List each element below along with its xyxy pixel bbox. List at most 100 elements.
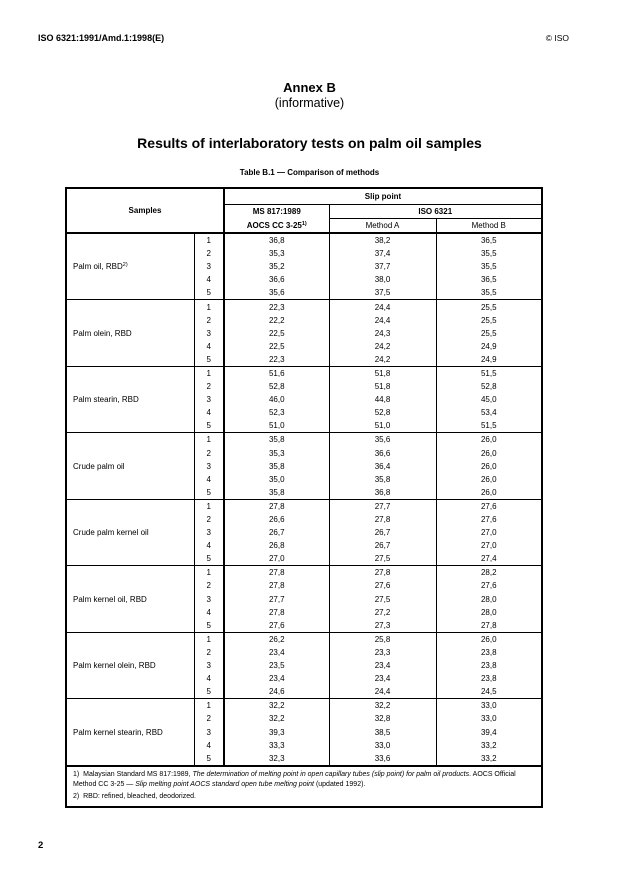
table-row: 3 23,5 23,4 23,8 — [66, 659, 542, 673]
table-row: Crude palm kernel oil 1 27,8 27,7 27,6 — [66, 499, 542, 567]
method-a-value: 33,6 — [329, 751, 437, 767]
method-b-value: 33,0 — [480, 701, 497, 711]
method-a-value: 36,6 — [329, 446, 437, 460]
table-row: 4 36,6 38,0 36,5 — [66, 273, 542, 287]
replicate: 2 — [194, 313, 225, 327]
method-b-value: 27,0 — [480, 528, 497, 538]
ms-value: 22,3 — [224, 299, 330, 314]
replicate: 1 — [194, 233, 225, 248]
replicate: 1 — [194, 698, 225, 713]
replicate: 3 — [194, 326, 225, 340]
method-a-value: 52,8 — [329, 406, 437, 420]
table-row: 3 35,2 37,7 35,5 — [66, 260, 542, 274]
replicate: 5 — [194, 286, 225, 301]
method-a-value: 24,2 — [329, 352, 437, 367]
method-b-value: 39,4 — [480, 727, 497, 737]
method-a-value: 35,8 — [329, 472, 437, 486]
replicate: 2 — [194, 247, 225, 261]
replicate: 4 — [194, 406, 225, 420]
method-b-value: 27,8 — [436, 618, 542, 633]
replicate: 2 — [194, 446, 225, 460]
replicate: 5 — [194, 552, 225, 567]
ms-value: 35,8 — [224, 432, 330, 447]
ms-value: 35,8 — [224, 485, 330, 500]
method-a-value: 27,3 — [329, 618, 437, 633]
method-b-value: 52,8 — [480, 382, 497, 392]
method-a-value: 35,6 — [329, 432, 437, 447]
replicate: 4 — [194, 738, 225, 752]
table-row: 4 27,8 27,2 28,0 — [66, 605, 542, 619]
table-caption: Table B.1 — Comparison of methods — [239, 168, 380, 177]
ms-value: 27,7 — [224, 592, 330, 606]
method-a-value: 23,4 — [329, 659, 437, 673]
table-row: 2 52,8 51,8 52,8 — [66, 380, 542, 394]
method-a-value: 32,8 — [329, 712, 437, 726]
replicate: 4 — [194, 273, 225, 287]
ms-value: 32,3 — [224, 751, 330, 767]
method-a-value: 32,2 — [329, 698, 437, 713]
method-b-value: 36,5 — [480, 236, 497, 246]
ms-value: 36,8 — [224, 233, 330, 248]
replicate: 1 — [194, 632, 225, 646]
replicate: 3 — [194, 725, 225, 739]
method-a-value: 37,4 — [329, 247, 437, 261]
method-b-value: 26,0 — [436, 485, 542, 500]
sample-name: Palm oil, RBD2) — [66, 233, 195, 301]
replicate: 1 — [194, 432, 225, 447]
sample-name: Crude palm oil — [66, 432, 195, 500]
method-b-value: 27,4 — [436, 552, 542, 567]
method-b-value: 23,8 — [480, 661, 497, 671]
method-a-value: 24,4 — [329, 299, 437, 314]
method-a-value: 24,2 — [329, 339, 437, 353]
footnote-1: 1) Malaysian Standard MS 817:1989, The d… — [66, 764, 542, 791]
ms-value: 26,8 — [224, 539, 330, 553]
method-b-value: 26,0 — [480, 634, 497, 644]
sample-name: Palm olein, RBD — [66, 299, 195, 367]
table-row: Palm kernel olein, RBD 1 26,2 25,8 26,0 — [66, 632, 542, 700]
ms-value: 27,8 — [224, 499, 330, 513]
replicate: 1 — [194, 299, 225, 314]
method-b-value: 26,0 — [480, 435, 497, 445]
header-samples: Samples — [65, 187, 225, 234]
method-b-value: 45,0 — [480, 395, 497, 405]
table-row: 5 35,6 37,5 35,5 — [66, 286, 542, 301]
ms-value: 22,2 — [224, 313, 330, 327]
method-b-value: 24,9 — [480, 341, 497, 351]
method-a-value: 38,5 — [329, 725, 437, 739]
sample-name: Palm kernel oil, RBD — [66, 565, 195, 633]
ms-value: 46,0 — [224, 393, 330, 407]
method-a-value: 23,4 — [329, 672, 437, 686]
table-row: Palm kernel oil, RBD 1 27,8 27,8 28,2 — [66, 565, 542, 633]
table-row: 2 22,2 24,4 25,5 — [66, 313, 542, 327]
replicate: 4 — [194, 539, 225, 553]
header-ms: MS 817:1989 — [223, 203, 330, 218]
method-b-value: 27,6 — [480, 501, 497, 511]
method-a-value: 23,3 — [329, 645, 437, 659]
ms-value: 27,6 — [224, 618, 330, 633]
replicate: 4 — [194, 672, 225, 686]
replicate: 5 — [194, 352, 225, 367]
table-row: 5 35,8 36,8 26,0 — [66, 485, 542, 500]
ms-value: 32,2 — [224, 698, 330, 713]
table-row: 2 27,8 27,6 27,6 — [66, 579, 542, 593]
method-a-value: 24,4 — [329, 313, 437, 327]
method-a-value: 27,5 — [329, 552, 437, 567]
method-a-value: 33,0 — [329, 738, 437, 752]
method-b-value: 33,2 — [480, 740, 497, 750]
table-row: Palm olein, RBD 1 22,3 24,4 25,5 — [66, 299, 542, 367]
replicate: 5 — [194, 485, 225, 500]
table-row: 3 26,7 26,7 27,0 — [66, 526, 542, 540]
replicate: 2 — [194, 512, 225, 527]
ms-value: 52,3 — [224, 406, 330, 420]
page-number: 2 — [38, 840, 44, 851]
table-row: 4 33,3 33,0 33,2 — [66, 738, 542, 752]
method-b-value: 26,0 — [480, 461, 497, 471]
header-method-a: Method A — [328, 217, 437, 234]
method-a-value: 36,4 — [329, 459, 437, 473]
method-a-value: 27,8 — [329, 565, 437, 580]
table-row: Palm stearin, RBD 1 51,6 51,8 51,5 — [66, 366, 542, 434]
annex-title: Results of interlaboratory tests on palm… — [137, 135, 482, 151]
method-b-value: 26,0 — [480, 448, 497, 458]
ms-value: 52,8 — [224, 380, 330, 394]
table-row: 4 26,8 26,7 27,0 — [66, 539, 542, 553]
